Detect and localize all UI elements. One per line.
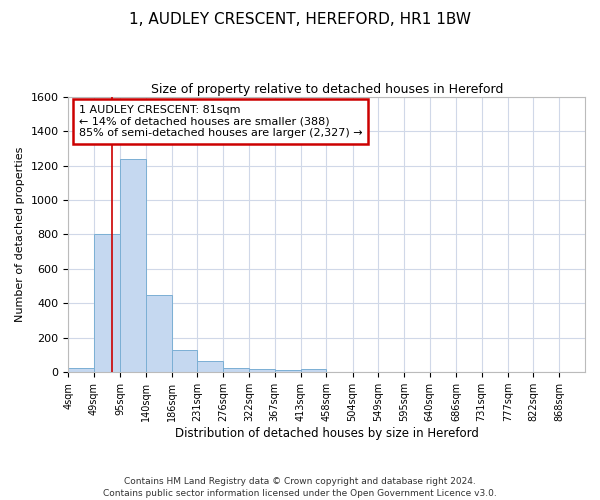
Bar [120,158,146,372]
Text: 1, AUDLEY CRESCENT, HEREFORD, HR1 1BW: 1, AUDLEY CRESCENT, HEREFORD, HR1 1BW [129,12,471,28]
Bar [249,369,275,372]
Bar [172,350,197,372]
Text: 1 AUDLEY CRESCENT: 81sqm
← 14% of detached houses are smaller (388)
85% of semi-: 1 AUDLEY CRESCENT: 81sqm ← 14% of detach… [79,105,362,138]
Bar [301,369,326,372]
Bar [68,368,94,372]
Bar [197,361,223,372]
Text: Contains HM Land Registry data © Crown copyright and database right 2024.
Contai: Contains HM Land Registry data © Crown c… [103,476,497,498]
Bar [223,368,249,372]
Title: Size of property relative to detached houses in Hereford: Size of property relative to detached ho… [151,82,503,96]
Bar [275,370,301,372]
X-axis label: Distribution of detached houses by size in Hereford: Distribution of detached houses by size … [175,427,479,440]
Y-axis label: Number of detached properties: Number of detached properties [15,147,25,322]
Bar [146,294,172,372]
Bar [94,234,120,372]
